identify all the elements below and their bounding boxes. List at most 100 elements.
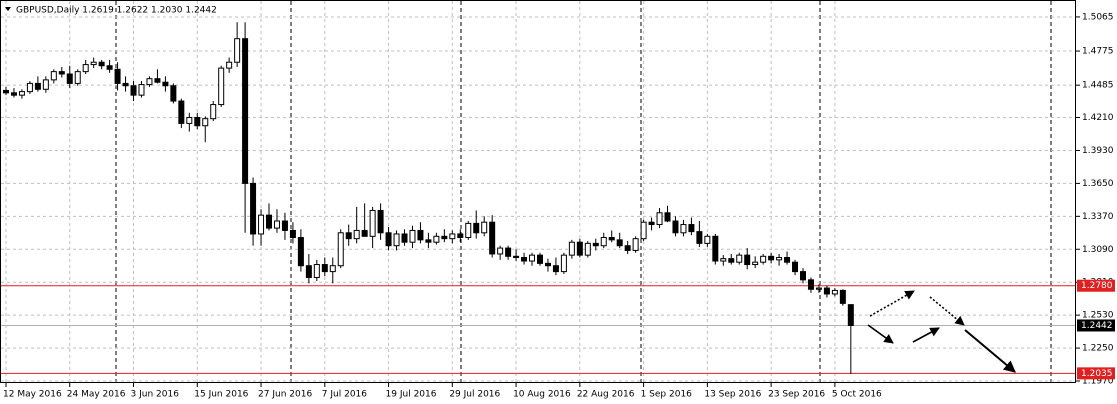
candle-body [847,304,854,326]
candle-body [696,231,703,244]
candle-body [361,229,368,237]
candle-body [385,232,392,247]
y-tick-label: 1.3650 [1082,179,1114,189]
y-tick-label: 1.3370 [1082,212,1114,222]
y-tick-label: 1.4775 [1082,47,1114,57]
candle-body [815,287,822,290]
candle-body [608,236,615,241]
candle-body [632,238,639,251]
candle-body [536,254,543,264]
candle-body [130,85,137,96]
period-separators [115,1,1052,382]
arrow [912,327,940,343]
candle-body [688,224,695,233]
price-label: 1.2780 [1081,281,1113,291]
candle-body [800,271,806,281]
candle-body [752,261,759,266]
candle-body [106,65,113,70]
y-tick-label: 1.2250 [1082,344,1114,354]
candle-body [242,38,249,184]
candle-body [98,61,105,67]
arrow [964,329,1016,373]
y-tick-label: 1.3930 [1082,146,1114,156]
candle-body [592,242,599,247]
candle-body [266,214,273,229]
candle-body [616,239,623,247]
candle-body [42,79,49,90]
candle-body [409,229,416,243]
candle-body [449,233,456,240]
candle-body [273,220,280,229]
candle-body [18,91,25,96]
candle-body [154,78,161,83]
candle-body [50,71,57,81]
candle-body [66,73,73,84]
x-tick-label: 3 Jun 2016 [131,390,180,400]
candle-body [648,221,655,226]
candle-body [521,256,528,262]
candle-body [297,236,304,267]
candle-body [218,67,225,106]
candle-body [736,254,743,263]
candle-body [560,254,567,273]
candle-body [170,85,177,102]
y-tick-label: 1.4210 [1082,113,1114,123]
y-tick-label: 1.4485 [1082,81,1114,91]
candle-body [26,82,33,93]
candle-body [210,104,217,120]
grid-layer [1,1,1075,382]
candle-body [481,221,488,234]
candle-body [656,212,663,226]
candle-body [776,256,783,261]
last-price-label: 1.2442 [1081,321,1113,331]
candle-body [473,222,480,234]
candle-body [441,235,448,240]
candles-layer [3,22,854,374]
candle-body [664,212,671,222]
candle-body [393,233,400,247]
last-price-box [1077,319,1115,332]
x-tick-label: 19 Jul 2016 [386,390,437,400]
candle-body [250,182,257,235]
candle-body [584,242,591,256]
candle-body [513,255,520,258]
candle-body [226,61,233,69]
candle-body [807,279,814,290]
candle-body [90,61,97,66]
candle-body [712,235,719,262]
candle-body [202,118,209,127]
candle-body [34,82,41,90]
candle-body [178,100,185,124]
candle-body [194,117,201,127]
menu-triangle [5,7,11,11]
candle-body [505,247,512,257]
arrow [867,324,894,344]
y-tick-label: 1.3090 [1082,245,1114,255]
candle-body [465,222,472,238]
x-tick-label: 22 Aug 2016 [577,390,635,400]
candle-body [760,255,767,263]
candle-body [744,254,751,266]
candle-body [401,233,408,243]
candle-body [114,68,121,84]
arrow [929,296,965,326]
candle-body [839,289,846,304]
candle-body [457,233,464,238]
x-tick-label: 24 May 2016 [67,390,126,400]
x-tick-label: 10 Aug 2016 [513,390,571,400]
candle-body [768,255,775,261]
candle-body [162,81,169,87]
candle-body [329,265,336,273]
x-tick-label: 1 Sep 2016 [641,390,693,400]
y-tick-label: 1.1970 [1082,377,1114,387]
candle-body [82,64,89,73]
candle-body [353,229,360,240]
arrow [869,290,915,317]
candle-body [369,209,376,237]
x-tick-label: 7 Jul 2016 [322,390,367,400]
candle-body [489,221,496,255]
candle-body [122,82,129,87]
candle-body [497,247,504,255]
candle-body [305,265,312,278]
